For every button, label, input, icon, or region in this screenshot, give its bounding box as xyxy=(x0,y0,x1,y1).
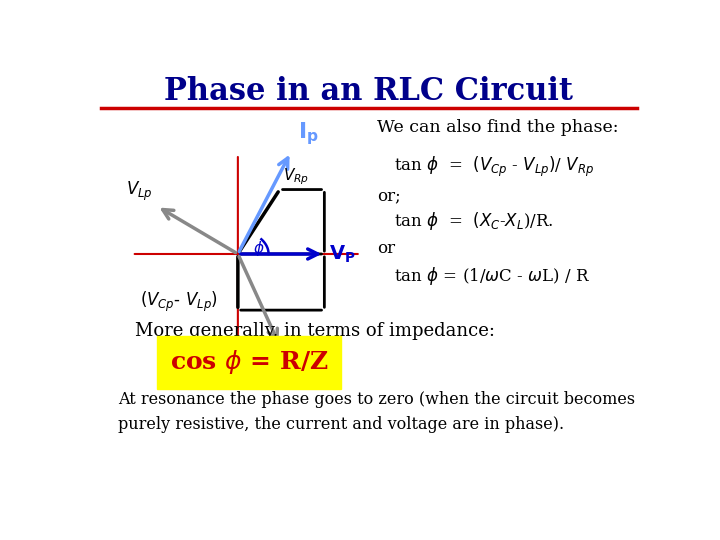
Text: We can also find the phase:: We can also find the phase: xyxy=(377,119,619,136)
Text: tan $\phi$  =  $(V_{Cp}$ - $V_{Lp})$/ $V_{Rp}$: tan $\phi$ = $(V_{Cp}$ - $V_{Lp})$/ $V_{… xyxy=(394,154,594,179)
Text: cos $\phi$ = R/Z: cos $\phi$ = R/Z xyxy=(170,348,328,376)
Text: $V_{Rp}$: $V_{Rp}$ xyxy=(282,167,309,187)
Text: tan $\phi$ = (1/$\omega$C - $\omega$L) / R: tan $\phi$ = (1/$\omega$C - $\omega$L) /… xyxy=(394,265,590,287)
Text: or: or xyxy=(377,240,395,257)
Text: At resonance the phase goes to zero (when the circuit becomes
purely resistive, : At resonance the phase goes to zero (whe… xyxy=(118,391,635,433)
Text: tan $\phi$  =  $(X_C$-$X_L$)/R.: tan $\phi$ = $(X_C$-$X_L$)/R. xyxy=(394,210,554,232)
Text: or;: or; xyxy=(377,187,401,204)
Text: $(V_{Cp}$- $V_{Lp})$: $(V_{Cp}$- $V_{Lp})$ xyxy=(140,289,218,314)
Text: $\mathbf{V_P}$: $\mathbf{V_P}$ xyxy=(329,244,356,265)
Text: $V_{Cp}$: $V_{Cp}$ xyxy=(282,353,311,376)
Text: More generally, in terms of impedance:: More generally, in terms of impedance: xyxy=(135,322,495,340)
Text: Phase in an RLC Circuit: Phase in an RLC Circuit xyxy=(164,76,574,107)
Text: $\phi$: $\phi$ xyxy=(253,239,265,258)
Text: $V_{Lp}$: $V_{Lp}$ xyxy=(126,180,153,203)
Text: $\mathbf{I_p}$: $\mathbf{I_p}$ xyxy=(297,120,318,147)
